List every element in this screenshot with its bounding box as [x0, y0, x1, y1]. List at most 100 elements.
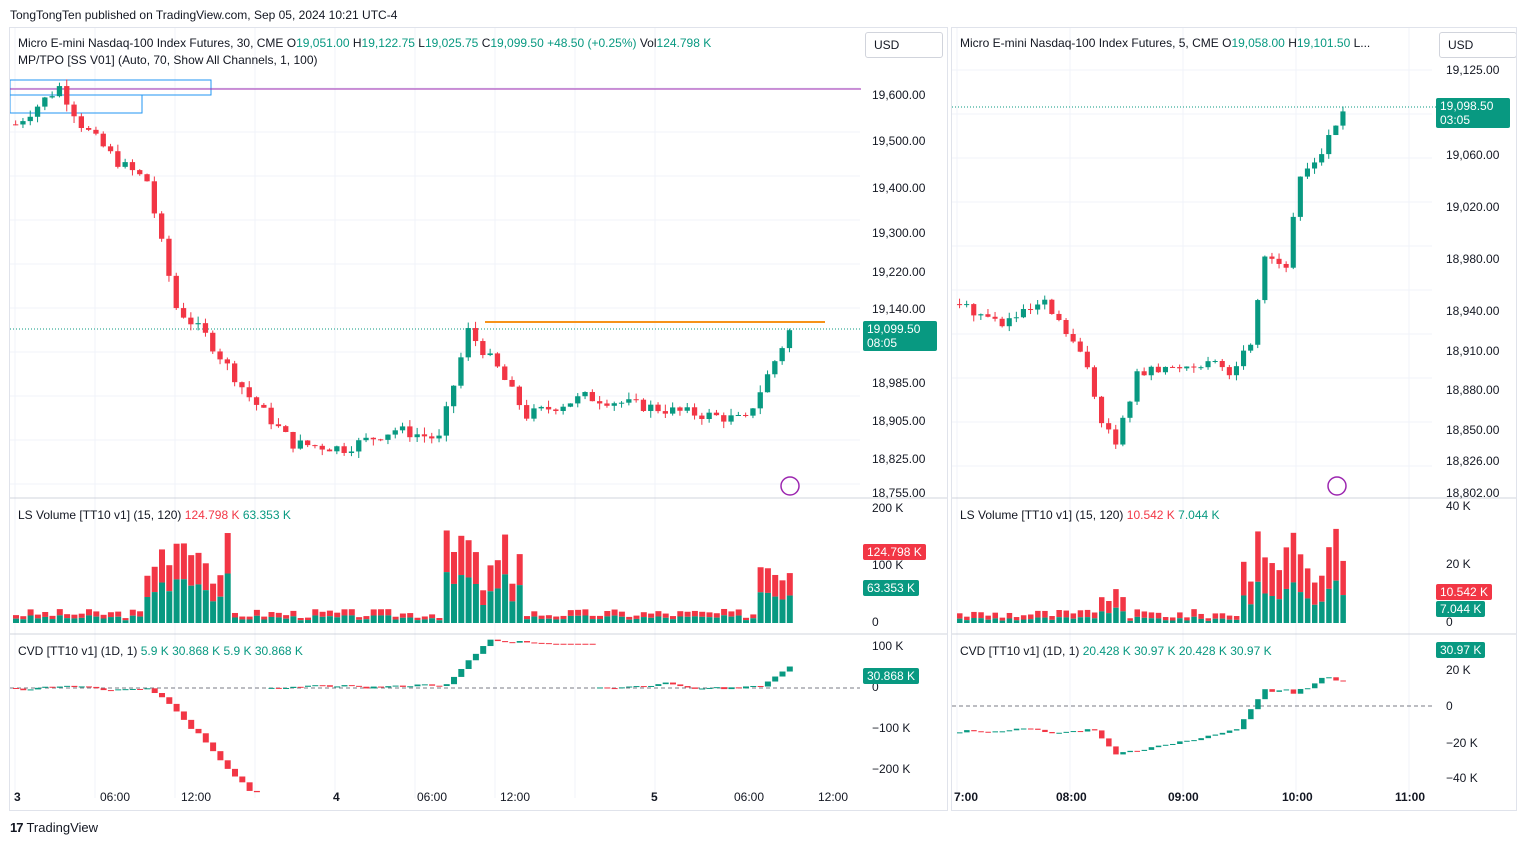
left-volume-label[interactable]: LS Volume [TT10 v1] (15, 120) 124.798 K …: [18, 508, 291, 522]
left-cvd-bar: [713, 687, 720, 689]
right-volume-label[interactable]: LS Volume [TT10 v1] (15, 120) 10.542 K 7…: [960, 508, 1220, 522]
tpo-indicator-label[interactable]: MP/TPO [SS V01] (Auto, 70, Show All Chan…: [18, 53, 318, 67]
left-vol-bar: [472, 583, 479, 623]
left-vol-bar: [385, 609, 392, 616]
left-vol-bar: [538, 618, 545, 623]
left-last-price-tag: 19,099.50 08:05: [863, 321, 937, 351]
right-vol-bar: [985, 615, 991, 620]
right-cvd-bar: [1106, 738, 1112, 747]
left-vol-bar: [487, 565, 494, 592]
left-cvd-bar: [480, 646, 487, 654]
right-chart-panel[interactable]: 19,125.00 19,060.00 19,020.00 18,980.00 18,9…: [951, 27, 1517, 811]
right-cvd-bar: [1283, 689, 1290, 691]
alert-icon: [780, 476, 800, 496]
left-cvd-bar: [786, 666, 793, 672]
right-candle: [1141, 371, 1147, 376]
right-cvd-label[interactable]: CVD [TT10 v1] (1D, 1) 20.428 K 30.97 K 2…: [960, 644, 1272, 658]
left-symbol[interactable]: Micro E-mini Nasdaq-100 Index Futures, 3…: [18, 36, 284, 50]
left-cvd-bar: [34, 687, 41, 690]
left-vol-bar: [268, 612, 275, 617]
right-candle: [1099, 396, 1105, 424]
left-price-tick: 19,500.00: [872, 134, 926, 148]
right-candle: [1290, 216, 1296, 268]
left-currency-button[interactable]: USD: [865, 32, 943, 58]
left-vol-bar: [319, 611, 326, 617]
right-vol-bar: [964, 620, 970, 623]
left-cvd-bar: [465, 660, 472, 669]
right-candle: [1020, 309, 1026, 318]
tradingview-logo[interactable]: 17 TradingView: [10, 820, 99, 835]
right-vol-bar: [1248, 604, 1254, 623]
left-vol-bar: [217, 575, 224, 597]
left-vol-bar: [253, 615, 260, 623]
left-time-tick: 12:00: [181, 790, 211, 804]
right-currency-button[interactable]: USD: [1439, 32, 1516, 58]
left-cvd-bar: [246, 782, 253, 791]
left-vol-bar: [779, 599, 786, 623]
right-cvd-bar: [1006, 730, 1013, 732]
left-vol-bar: [699, 616, 706, 623]
right-chart-canvas[interactable]: 19,125.00 19,060.00 19,020.00 18,980.00 18,9…: [952, 28, 1516, 810]
left-vol-bar: [78, 613, 85, 618]
left-vol-bar: [421, 619, 428, 623]
left-vol-bar: [735, 609, 742, 616]
left-candle: [144, 174, 150, 182]
left-candle: [305, 440, 311, 446]
left-vol-bar: [210, 583, 217, 602]
left-candle: [71, 104, 77, 117]
left-candle: [626, 399, 632, 403]
left-cvd-bar: [699, 688, 706, 690]
left-vol-bar: [691, 616, 698, 623]
left-candle: [575, 396, 581, 404]
right-vol-bar: [1326, 547, 1332, 589]
left-candle: [538, 406, 544, 409]
left-candle: [319, 445, 325, 450]
left-cvd-bar: [728, 687, 735, 690]
left-vol-bar: [378, 609, 384, 616]
left-cvd-bar: [341, 685, 348, 687]
left-vol-bar: [166, 591, 173, 623]
left-cvd-tick: 100 K: [872, 639, 903, 653]
right-vol-bar: [1077, 617, 1084, 623]
left-chart-canvas[interactable]: 19,600.00 19,500.00 19,400.00 19,300.00 19,2…: [10, 28, 947, 810]
left-cvd-bar: [553, 643, 560, 645]
left-candle: [421, 434, 428, 437]
right-candle: [1219, 361, 1225, 368]
right-cvd-bar: [1091, 729, 1098, 731]
left-vol-bar: [560, 619, 567, 623]
right-cvd-bar: [1056, 732, 1062, 734]
left-vol-bar: [480, 605, 487, 623]
left-cvd-bar: [356, 685, 363, 687]
right-vol-bar: [1120, 597, 1126, 612]
right-cvd-bar: [1049, 732, 1055, 734]
tradingview-logo-icon: 17: [10, 820, 24, 835]
right-cvd-tick: −40 K: [1446, 771, 1478, 785]
right-cvd-bar: [1077, 731, 1084, 733]
left-vol-bar: [750, 618, 757, 623]
left-candle: [691, 407, 698, 416]
left-vol-bar: [312, 615, 319, 623]
left-chart-panel[interactable]: 19,600.00 19,500.00 19,400.00 19,300.00 19,2…: [9, 27, 948, 811]
right-vol-bar: [1219, 618, 1226, 623]
left-vol-bar: [261, 616, 268, 620]
right-cvd-bar: [1184, 740, 1190, 742]
left-cvd-bar: [166, 697, 173, 704]
right-symbol[interactable]: Micro E-mini Nasdaq-100 Index Futures, 5…: [960, 36, 1219, 50]
right-candle: [1269, 256, 1275, 259]
left-vol-bar: [772, 596, 779, 623]
left-cvd-bar: [64, 685, 71, 687]
left-cvd-bar: [283, 687, 290, 689]
right-vol-bar: [1084, 617, 1091, 623]
left-vol-tick: 200 K: [872, 501, 903, 515]
left-vol-bar: [56, 615, 63, 623]
left-vol-bar: [151, 592, 158, 623]
left-candle: [553, 409, 559, 411]
left-vol-bar: [429, 618, 436, 623]
left-vol-bar: [78, 617, 85, 623]
left-vol-bar: [195, 584, 202, 623]
left-candle: [115, 151, 121, 167]
right-vol-bar: [1184, 617, 1190, 621]
left-candle: [567, 403, 574, 407]
right-vol-bar: [1013, 617, 1020, 621]
left-cvd-label[interactable]: CVD [TT10 v1] (1D, 1) 5.9 K 30.868 K 5.9…: [18, 644, 303, 658]
